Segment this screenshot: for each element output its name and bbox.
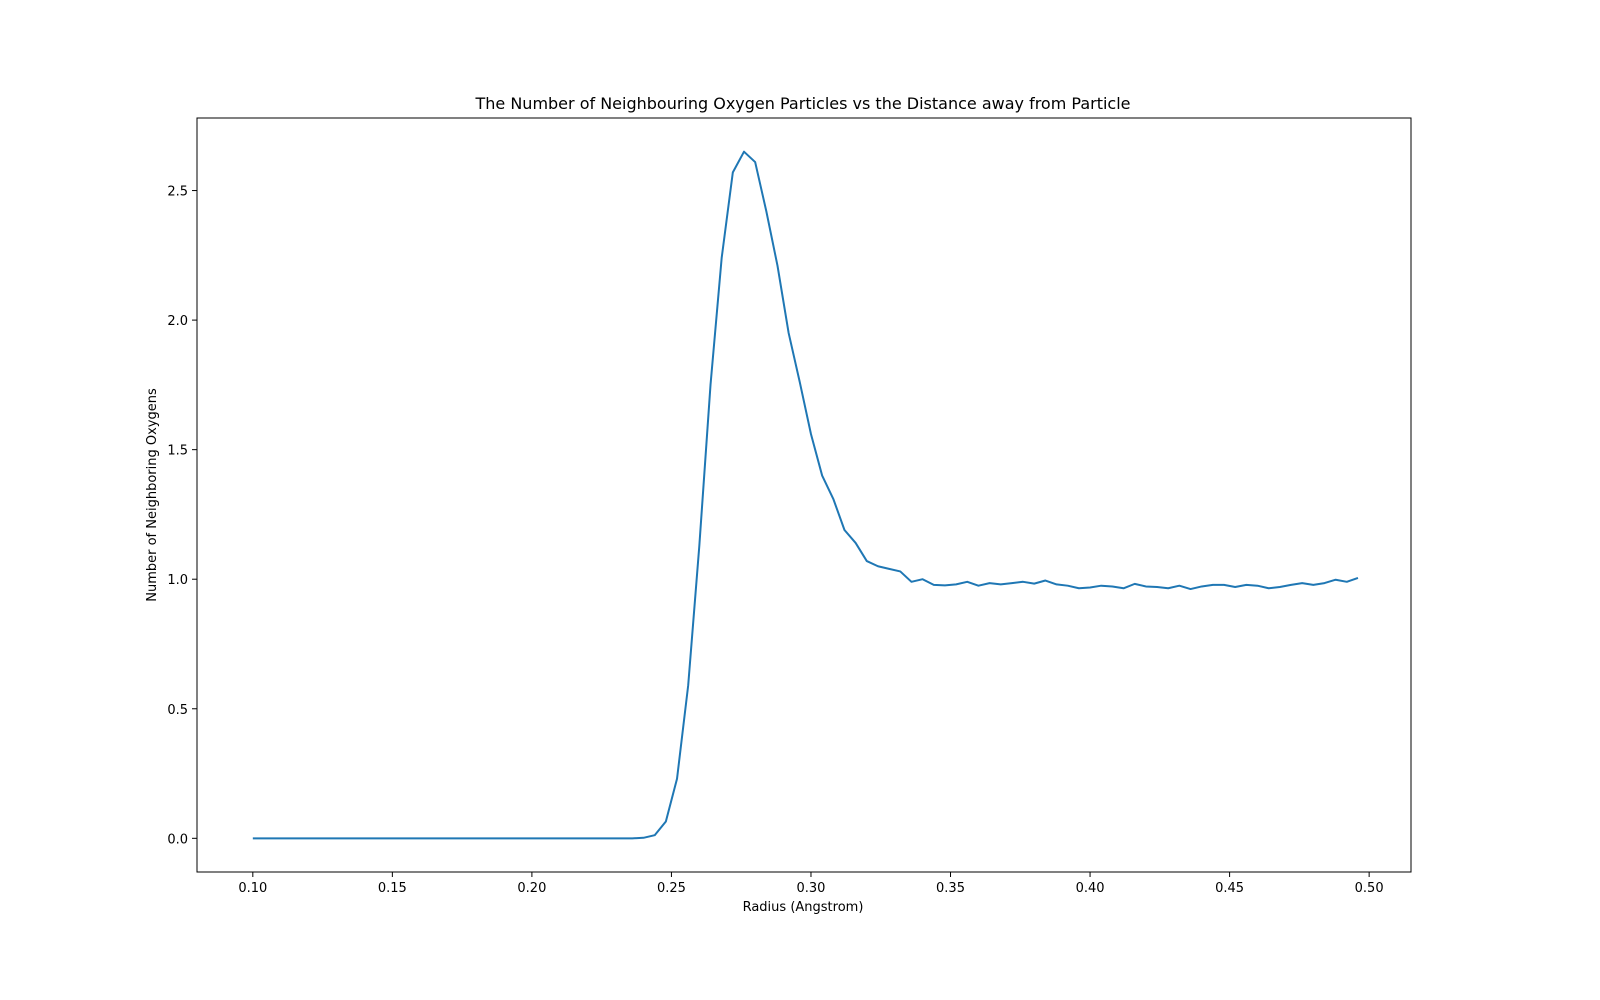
- series-line-0: [252, 150, 1359, 840]
- y-axis: 0.0 0.5 1.0 1.5 2.0 2.5: [167, 185, 197, 847]
- plot-frame: [196, 117, 1412, 873]
- y-tick-label: 1.0: [167, 573, 188, 588]
- x-tick-label: 0.20: [517, 881, 546, 896]
- plot-area: [252, 150, 1359, 840]
- y-tick-label: 0.0: [167, 832, 188, 847]
- y-tick-label: 2.0: [167, 314, 188, 329]
- y-tick-label: 2.5: [167, 185, 188, 200]
- x-tick-label: 0.45: [1215, 881, 1244, 896]
- y-tick-label: 1.5: [167, 444, 188, 459]
- x-tick-label: 0.40: [1076, 881, 1105, 896]
- x-tick-label: 0.35: [936, 881, 965, 896]
- chart-title: The Number of Neighbouring Oxygen Partic…: [474, 94, 1130, 113]
- x-tick-label: 0.15: [378, 881, 407, 896]
- x-axis: 0.10 0.15 0.20 0.25 0.30 0.35 0.40 0.45 0.50: [238, 872, 1384, 896]
- x-tick-label: 0.30: [797, 881, 826, 896]
- x-tick-label: 0.50: [1355, 881, 1384, 896]
- y-tick-label: 0.5: [167, 703, 188, 718]
- x-tick-label: 0.10: [238, 881, 267, 896]
- x-axis-label: Radius (Angstrom): [743, 900, 864, 915]
- y-axis-label: Number of Neighboring Oxygens: [145, 388, 160, 602]
- x-tick-label: 0.25: [657, 881, 686, 896]
